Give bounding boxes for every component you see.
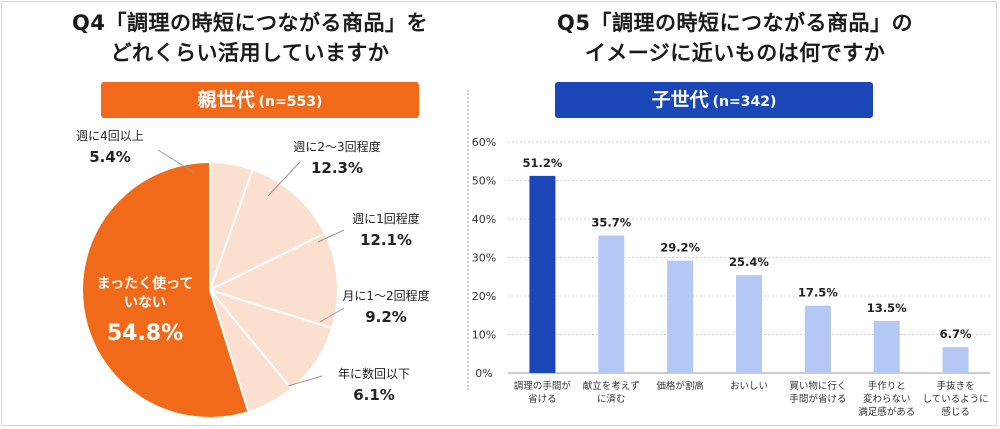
leader-line	[157, 149, 194, 173]
panel-divider	[467, 90, 469, 390]
y-tick-label: 0%	[475, 367, 492, 380]
q4-title-line1: Q4「調理の時短につながる商品」を	[72, 11, 428, 35]
x-category-label: 調理の手間が	[514, 380, 572, 392]
bar-value-label: 17.5%	[798, 286, 838, 300]
bar-value-label: 6.7%	[940, 327, 972, 341]
leader-line	[267, 161, 301, 197]
x-category-label: 省ける	[528, 393, 557, 405]
leader-line	[319, 307, 345, 323]
banner-sample-size: (n=553)	[258, 94, 323, 110]
x-category-label: に済む	[597, 393, 626, 405]
x-category-label: おいしい	[730, 381, 768, 392]
slice-label: 週に4回以上	[76, 129, 144, 143]
slice-label: いない	[124, 295, 166, 311]
x-category-label: 献立を考えず	[583, 380, 640, 392]
slice-value: 12.3%	[311, 159, 363, 177]
bar-value-label: 13.5%	[867, 301, 907, 315]
bar-value-label: 51.2%	[522, 156, 562, 170]
q5-title-line2: イメージに近いものは何ですか	[584, 41, 886, 65]
slice-label: 週に2〜3回程度	[293, 139, 380, 154]
q4-title-line2: どれくらい活用していますか	[110, 41, 390, 65]
slice-value: 12.1%	[360, 231, 412, 249]
bar	[873, 321, 900, 373]
slice-value: 54.8%	[107, 321, 183, 346]
bar	[804, 305, 831, 373]
pie-slice	[208, 168, 327, 292]
x-category-label: 変わらない	[863, 393, 911, 405]
y-tick-label: 10%	[472, 329, 496, 342]
banner-label: 親世代	[197, 89, 255, 111]
q5-title: Q5「調理の時短につながる商品」の イメージに近いものは何ですか	[520, 8, 950, 68]
y-tick-label: 20%	[472, 290, 496, 303]
banner-sample-size: (n=342)	[712, 94, 777, 110]
slice-label: まったく使って	[97, 275, 194, 292]
pie-slice	[81, 160, 250, 419]
x-category-label: 手作りと	[868, 380, 906, 392]
y-tick-label: 50%	[472, 175, 496, 188]
x-category-label: 手抜きを	[937, 380, 975, 392]
bar-value-label: 35.7%	[591, 216, 631, 230]
bar	[942, 347, 969, 373]
leader-line	[317, 229, 345, 243]
bar-value-label: 29.2%	[660, 241, 700, 255]
slice-value: 9.2%	[365, 308, 407, 326]
slice-label: 週に1回程度	[352, 211, 420, 226]
banner-label: 子世代	[651, 89, 709, 111]
x-category-label: 感じる	[941, 406, 970, 418]
y-tick-label: 40%	[472, 213, 496, 226]
bar	[736, 275, 762, 373]
bar	[667, 260, 694, 373]
q4-title: Q4「調理の時短につながる商品」を どれくらい活用していますか	[40, 8, 460, 68]
bar	[529, 175, 556, 373]
y-tick-label: 30%	[472, 252, 496, 265]
bar	[598, 235, 625, 373]
x-category-label: 満足感がある	[858, 406, 915, 418]
q5-title-line1: Q5「調理の時短につながる商品」の	[557, 11, 913, 35]
slice-value: 6.1%	[353, 386, 395, 404]
leader-line	[287, 375, 323, 387]
pie-chart: 週に4回以上 5.4% 週に2〜3回程度 12.3% 週に1回程度 12.1% 月に1〜2回…	[76, 129, 430, 419]
x-category-label: 価格が割高	[656, 380, 704, 392]
child-generation-banner: 子世代 (n=342)	[555, 82, 873, 118]
parent-generation-banner: 親世代 (n=553)	[101, 82, 419, 118]
y-tick-label: 60%	[472, 136, 496, 149]
bar-value-label: 25.4%	[729, 255, 769, 269]
slice-value: 5.4%	[89, 148, 131, 166]
x-category-label: しているように	[922, 394, 988, 405]
slice-label: 年に数回以下	[338, 366, 410, 381]
x-category-label: 手間が省ける	[789, 393, 846, 405]
slice-label: 月に1〜2回程度	[342, 288, 429, 303]
x-category-label: 買い物に行く	[789, 380, 846, 392]
